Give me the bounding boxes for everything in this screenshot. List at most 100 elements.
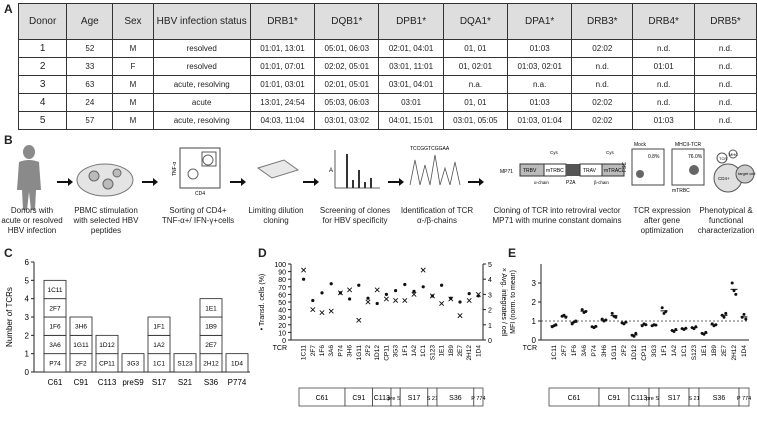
- bar-segment-label: 1G11: [73, 342, 89, 349]
- table-cell: 63: [66, 75, 114, 94]
- x-tick-label: 3A6: [581, 345, 588, 357]
- data-point-integrates: [402, 297, 408, 303]
- expr-mock-label: Mock: [634, 142, 646, 148]
- expr-tcr-label: MHCII-TCR: [675, 142, 701, 148]
- data-point-integrates: [310, 307, 316, 313]
- x-tick-label: 3H6: [347, 345, 354, 357]
- data-point-transduced: [348, 297, 352, 301]
- data-point-transduced: [467, 292, 471, 296]
- group-label: P 774: [471, 396, 485, 402]
- data-point: [660, 306, 664, 310]
- workflow-step-4: Limiting dilution cloning: [248, 206, 304, 225]
- table-cell: n.d.: [632, 39, 696, 58]
- table-cell: acute, resolving: [152, 75, 251, 94]
- table-cell: M: [112, 39, 154, 58]
- expr-x-label: mTRBC: [672, 188, 690, 194]
- vector-label-mp71: MP71: [500, 169, 513, 175]
- bar-segment-label: 1C11: [47, 287, 62, 294]
- group-label: S 21: [427, 396, 438, 402]
- group-label: S17: [408, 395, 421, 402]
- x-tick-label: 1D4: [475, 345, 482, 357]
- bar-segment: [225, 353, 249, 373]
- col-header: DRB4*: [632, 3, 696, 40]
- group-label: S36: [713, 395, 726, 402]
- data-point-transduced: [403, 282, 407, 287]
- table-cell: 3: [17, 75, 68, 94]
- data-point-integrates: [374, 287, 380, 293]
- x-tick-label: S123: [429, 345, 436, 361]
- y-tick-label: 3: [25, 313, 30, 322]
- data-point-transduced: [449, 296, 453, 300]
- x-prefix-label: TCR: [523, 345, 537, 352]
- col-header: DRB5*: [694, 3, 757, 40]
- panel-label-b: B: [4, 133, 13, 147]
- table-cell: n.d.: [694, 39, 757, 58]
- table-cell: 1: [17, 39, 68, 58]
- data-point-integrates: [319, 310, 325, 316]
- data-point: [610, 311, 614, 315]
- x-tick-label: S123: [691, 345, 698, 361]
- y-axis-label: MFI (norm. to mean): [510, 270, 517, 334]
- data-point: [632, 334, 636, 338]
- x-tick-label: 1D4: [741, 345, 748, 357]
- pbmc-dish-icon: [76, 163, 134, 197]
- table-cell: 03:01, 05:05: [442, 111, 509, 130]
- y-tick-label: 4: [25, 295, 30, 304]
- bar-segment-label: 1C1: [153, 360, 165, 367]
- mp71-vector-icon: [519, 163, 625, 177]
- group-box: [473, 387, 484, 407]
- table-cell: 03:01, 03:02: [314, 111, 380, 130]
- table-cell: 5: [17, 111, 68, 130]
- bar-segment-label: 1A2: [153, 342, 165, 349]
- table-cell: resolved: [152, 39, 251, 58]
- bar-segment-label: 1D4: [231, 360, 243, 367]
- x-tick-label: 1C11: [301, 345, 308, 360]
- data-point: [570, 322, 574, 326]
- group-label: S 21: [688, 396, 699, 402]
- bar-segment-label: 2F7: [49, 305, 61, 312]
- table-cell: 01:01: [632, 57, 696, 76]
- table-cell: 02:02, 05:01: [314, 57, 380, 76]
- table-cell: 02:02: [571, 39, 634, 58]
- bar-segment: [69, 316, 93, 336]
- data-point-transduced: [458, 300, 462, 304]
- group-label: C113: [374, 395, 390, 402]
- data-point-integrates: [383, 296, 389, 302]
- y-tick-label-left: 90: [278, 270, 286, 277]
- data-point-transduced: [412, 289, 416, 293]
- y-axis-label-left: • Transd. cells (%): [259, 274, 266, 331]
- group-label: pre S9: [387, 396, 403, 402]
- bar-segment: [147, 316, 171, 336]
- table-cell: 24: [66, 93, 114, 112]
- x-tick-label: 1C1: [420, 345, 427, 357]
- x-tick-label: P774: [228, 378, 247, 387]
- table-cell: 01:01, 03:01: [249, 75, 316, 94]
- x-tick-label: preS9: [122, 378, 144, 387]
- panel-label-a: A: [4, 2, 13, 16]
- y-tick-label-left: 60: [278, 292, 286, 299]
- table-cell: resolved: [152, 57, 251, 76]
- table-cell: 4: [17, 93, 68, 112]
- col-header: Donor: [17, 3, 68, 40]
- panel-label-e: E: [508, 246, 517, 260]
- bar-segment: [43, 279, 67, 300]
- vector-label-cys-2: Cys: [606, 150, 614, 155]
- table-cell: F: [112, 57, 154, 76]
- table-cell: 01:03, 02:01: [507, 57, 573, 76]
- group-label: C61: [316, 395, 329, 402]
- data-point: [742, 312, 746, 316]
- y-tick-label-right: 0: [488, 338, 492, 345]
- bar-segment-label: 1E1: [205, 305, 217, 312]
- data-point-integrates: [475, 291, 481, 297]
- x-tick-label: 1B9: [448, 345, 455, 357]
- table-cell: n.d.: [694, 75, 757, 94]
- workflow-step-3: Sorting of CD4+ TNF-α+/ IFN-γ+cells: [161, 206, 235, 225]
- bar-segment: [121, 353, 145, 373]
- table-cell: 01:03: [507, 93, 573, 112]
- table-cell: 01:01, 07:01: [249, 57, 316, 76]
- screening-axis-label: A: [329, 168, 333, 174]
- table-cell: acute, resolving: [152, 111, 251, 130]
- x-tick-label: 1E1: [701, 345, 708, 357]
